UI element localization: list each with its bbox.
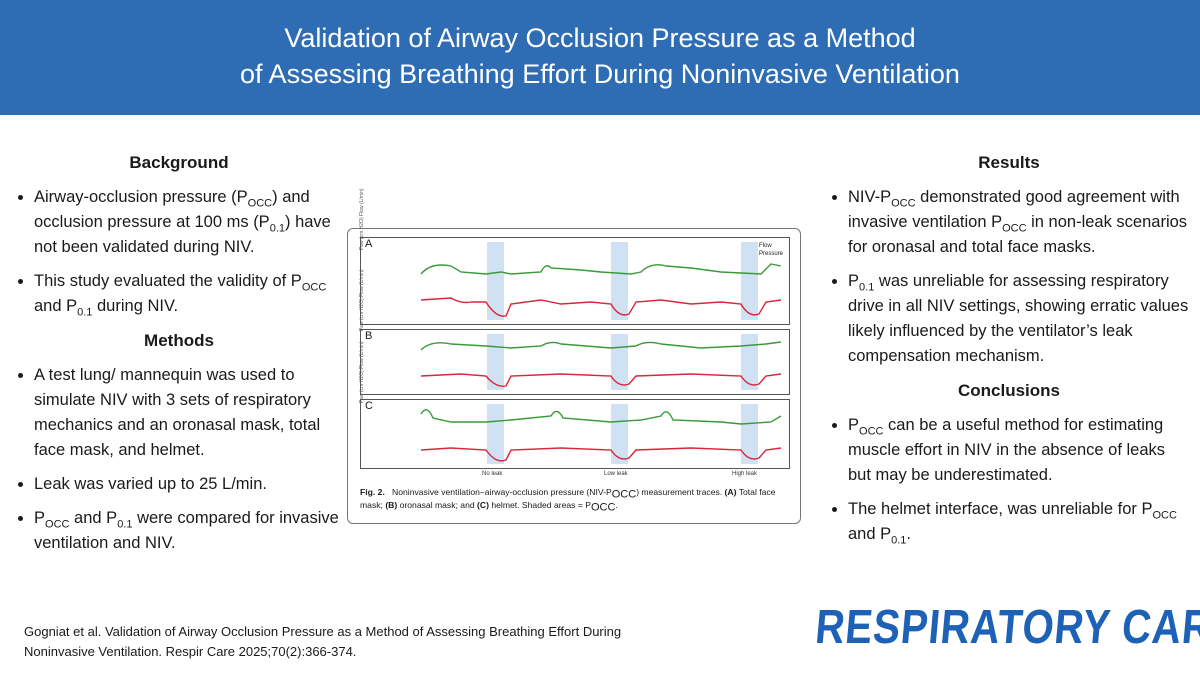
panel-a-traces [420,263,782,317]
background-bullet-1: Airway-occlusion pressure (POCC) and occ… [34,185,344,260]
methods-heading: Methods [144,331,214,350]
leak-label-high: High leak [732,471,758,477]
results-heading: Results [978,153,1040,172]
leak-label-no: No leak [482,471,503,477]
methods-bullet-2: Leak was varied up to 25 L/min. [34,472,344,497]
journal-logo: RESPIRATORY CARE [813,601,1200,654]
title-line-2: of Assessing Breathing Effort During Non… [240,59,960,89]
methods-list: A test lung/ mannequin was used to simul… [14,363,344,556]
background-bullet-2: This study evaluated the validity of POC… [34,269,344,319]
results-bullet-1: NIV-POCC demonstrated good agreement wit… [848,185,1190,260]
conclusions-list: POCC can be a useful method for estimati… [828,413,1190,547]
pressure-trace [420,447,782,462]
results-list: NIV-POCC demonstrated good agreement wit… [828,185,1190,369]
occlusion-shade [741,334,758,390]
right-column: Results NIV-POCC demonstrated good agree… [828,150,1190,556]
background-list: Airway-occlusion pressure (POCC) and occ… [14,185,344,319]
panel-letter-b: B [365,330,373,342]
leak-label-low: Low leak [604,471,628,477]
occlusion-shade [741,404,758,464]
pressure-trace [420,373,782,387]
occlusion-shade [487,242,504,320]
title-banner: Validation of Airway Occlusion Pressure … [0,0,1200,115]
background-heading: Background [129,153,229,172]
trace-panel-b: B Paw (cm H2O) Flow (L/min) [359,269,790,395]
panel-letter-a: A [365,238,373,250]
pressure-trace [420,297,782,317]
flow-trace [420,263,782,275]
panel-b-traces [420,341,782,387]
occlusion-shade [611,404,628,464]
methods-bullet-3: POCC and P0.1 were compared for invasive… [34,506,344,556]
conclusions-bullet-2: The helmet interface, was unreliable for… [848,497,1190,547]
occlusion-shade [487,334,504,390]
occlusion-shade [487,404,504,464]
figure-caption: Fig. 2. Noninvasive ventilation–airway-o… [360,487,776,514]
citation: Gogniat et al. Validation of Airway Occl… [24,624,622,659]
panel-axis-label-c: Paw (cm H2O) Flow (L/min) [359,341,365,404]
methods-bullet-1: A test lung/ mannequin was used to simul… [34,363,344,463]
conclusions-heading: Conclusions [957,381,1060,400]
trace-panel-a: A Paw (cm H2O) Flow (L/min) Flow Pressur… [359,188,790,325]
conclusions-bullet-1: POCC can be a useful method for estimati… [848,413,1190,488]
panel-letter-c: C [365,400,373,412]
panel-c-traces [420,409,782,462]
panel-axis-label-b: Paw (cm H2O) Flow (L/min) [359,269,365,332]
flow-trace [420,341,782,351]
occlusion-shade [611,242,628,320]
left-column: Background Airway-occlusion pressure (PO… [14,150,344,565]
occlusion-shade [741,242,758,320]
trace-panel-c: C Paw (cm H2O) Flow (L/min) [359,341,790,469]
flow-trace [420,409,782,425]
title-line-1: Validation of Airway Occlusion Pressure … [284,23,916,53]
results-bullet-2: P0.1 was unreliable for assessing respir… [848,269,1190,369]
figure-measurement-traces: A Paw (cm H2O) Flow (L/min) Flow Pressur… [347,188,801,524]
